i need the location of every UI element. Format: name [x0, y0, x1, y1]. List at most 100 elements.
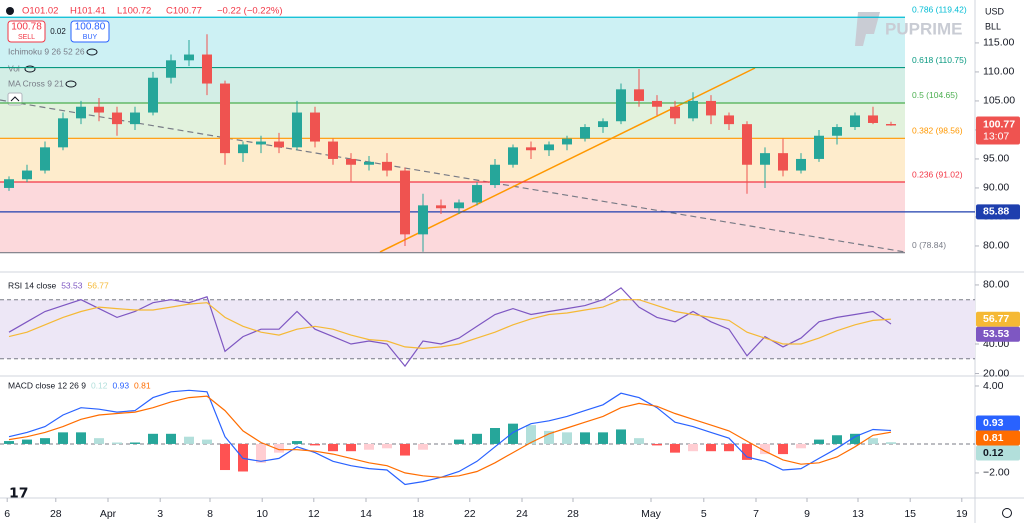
legend-value: 0.93 [113, 380, 130, 390]
last-price-box [976, 116, 1020, 145]
histogram-bar [886, 442, 896, 444]
series-last-value: 0.93 [983, 417, 1004, 429]
histogram-bar [580, 432, 590, 444]
candle-body [832, 127, 842, 136]
line-series [8, 395, 892, 478]
series-last-value: 53.53 [983, 328, 1009, 340]
histogram-bar [652, 443, 662, 446]
candle-body [382, 161, 392, 171]
countdown: 13:07 [983, 130, 1009, 142]
x-tick-label: 15 [904, 508, 916, 520]
x-tick-label: 13 [852, 508, 864, 520]
histogram-bar [130, 442, 140, 444]
candle-body [760, 153, 770, 165]
line-series [8, 287, 892, 368]
histogram-bar [832, 435, 842, 444]
y-tick-label: 110.00 [983, 66, 1014, 78]
candle-body [778, 153, 788, 171]
indicator-legend: Ichimoku 9 26 52 26 [8, 46, 85, 56]
indicator-legend: Vol [8, 63, 20, 73]
histogram-bar [634, 438, 644, 444]
sell-label: SELL [18, 34, 35, 41]
x-tick-label: 3 [157, 508, 163, 520]
histogram-bar [382, 443, 392, 449]
candle-body [418, 205, 428, 235]
candle-body [400, 170, 410, 235]
legend-value: 0.81 [134, 380, 151, 390]
ohlc-value: −0.22 (−0.22%) [217, 6, 283, 17]
histogram-bar [724, 443, 734, 452]
histogram-bar [148, 433, 158, 444]
ohlc-value: L100.72 [117, 6, 151, 17]
x-tick-label: 8 [207, 508, 213, 520]
candle-body [58, 118, 68, 148]
histogram-bar [202, 439, 212, 444]
x-tick-label: 28 [567, 508, 579, 520]
series-last-value-box [976, 430, 1020, 446]
histogram-bar [22, 439, 32, 444]
candle-body [526, 147, 536, 151]
candle-body [796, 158, 806, 171]
candle-body [580, 127, 590, 139]
settings-icon[interactable] [1002, 508, 1012, 518]
candle-body [346, 158, 356, 165]
line-series [8, 299, 892, 350]
candle-body [238, 144, 248, 154]
y-tick-label: 80.00 [983, 240, 1009, 252]
hline-label: 85.88 [983, 206, 1009, 218]
x-tick-label: Apr [100, 508, 117, 520]
histogram-bar [670, 443, 680, 453]
histogram-bar [454, 439, 464, 444]
y-tick-label: 95.00 [983, 153, 1009, 165]
histogram-bar [850, 433, 860, 444]
hline-label-box [976, 204, 1020, 220]
histogram-bar [40, 438, 50, 444]
logo-icon [855, 12, 880, 46]
x-tick-label: 18 [412, 508, 424, 520]
buy-button[interactable] [70, 20, 110, 43]
candle-body [22, 170, 32, 180]
candle-body [166, 60, 176, 78]
eye-icon[interactable] [24, 65, 36, 73]
x-tick-label: 6 [4, 508, 10, 520]
sell-button[interactable] [7, 20, 46, 43]
candle-body [130, 112, 140, 125]
histogram-bar [328, 443, 338, 452]
histogram-bar [598, 432, 608, 444]
eye-icon[interactable] [65, 80, 77, 88]
candle-body [652, 100, 662, 107]
x-tick-label: 12 [308, 508, 320, 520]
fib-label: 0.5 (104.65) [912, 90, 958, 100]
tv-logo: 𝟭𝟳 [9, 485, 28, 501]
fib-zone [0, 138, 905, 183]
candle-body [634, 89, 644, 101]
legend-value: 0.12 [91, 380, 108, 390]
histogram-bar [418, 443, 428, 450]
histogram-bar [76, 432, 86, 444]
buy-label: BUY [83, 34, 98, 41]
collapse-button[interactable] [7, 92, 23, 106]
fib-zone [0, 67, 905, 103]
x-tick-label: 10 [256, 508, 268, 520]
histogram-bar [400, 443, 410, 456]
histogram-bar [778, 443, 788, 455]
candle-body [328, 141, 338, 159]
candle-body [598, 121, 608, 128]
x-tick-label: 9 [804, 508, 810, 520]
series-last-value-box [976, 415, 1020, 431]
y-tick-label: 115.00 [983, 37, 1014, 49]
histogram-bar [796, 443, 806, 449]
x-tick-label: 5 [701, 508, 707, 520]
unit: BLL [985, 21, 1001, 31]
eye-icon[interactable] [86, 48, 98, 56]
y-tick-label: −2.00 [983, 467, 1010, 479]
candle-body [706, 100, 716, 116]
x-tick-label: 22 [464, 508, 476, 520]
histogram-bar [742, 443, 752, 460]
candle-body [886, 124, 896, 126]
candle-body [292, 112, 302, 148]
histogram-bar [112, 442, 122, 444]
histogram-bar [562, 432, 572, 444]
candle-body [724, 115, 734, 125]
